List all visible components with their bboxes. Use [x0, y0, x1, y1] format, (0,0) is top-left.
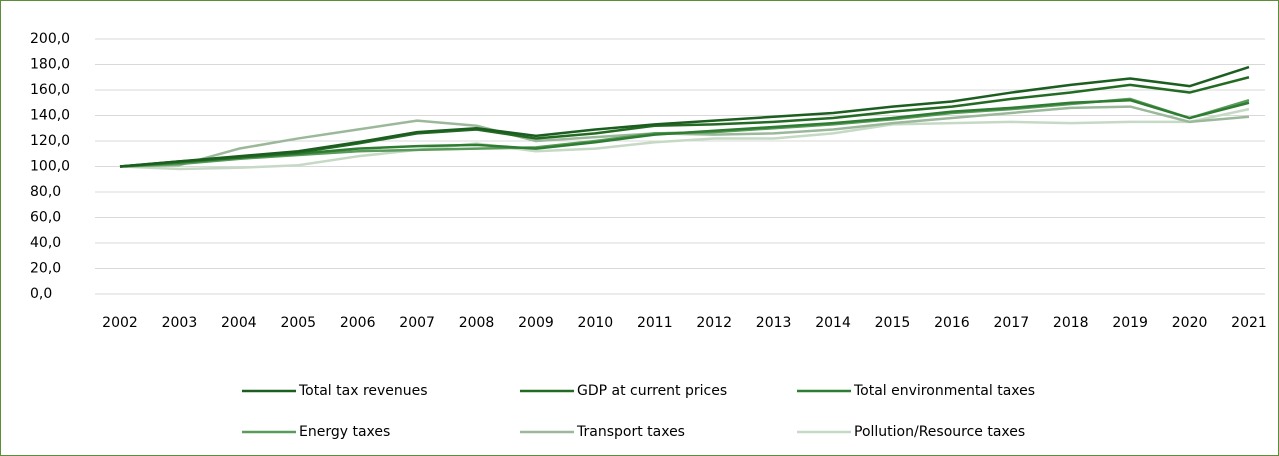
legend-label: Total environmental taxes — [853, 383, 1035, 399]
x-tick-label: 2013 — [756, 315, 792, 331]
y-tick-label: 0,0 — [30, 286, 52, 302]
x-tick-label: 2004 — [221, 315, 257, 331]
x-tick-label: 2017 — [993, 315, 1029, 331]
series-line — [119, 107, 1250, 171]
x-tick-label: 2020 — [1172, 315, 1208, 331]
x-tick-label: 2011 — [637, 315, 673, 331]
y-tick-label: 20,0 — [30, 261, 61, 277]
x-tick-label: 2010 — [578, 315, 614, 331]
x-tick-label: 2018 — [1053, 315, 1089, 331]
legend-label: Transport taxes — [576, 424, 685, 440]
y-tick-label: 120,0 — [30, 133, 70, 149]
y-tick-label: 180,0 — [30, 57, 70, 73]
x-tick-label: 2003 — [162, 315, 198, 331]
y-tick-label: 140,0 — [30, 108, 70, 124]
x-tick-label: 2012 — [696, 315, 732, 331]
legend-label: Energy taxes — [299, 424, 390, 440]
x-tick-label: 2006 — [340, 315, 376, 331]
legend-label: Total tax revenues — [298, 383, 428, 399]
x-tick-label: 2002 — [102, 315, 138, 331]
x-tick-label: 2015 — [875, 315, 911, 331]
y-tick-label: 80,0 — [30, 184, 61, 200]
x-tick-label: 2019 — [1112, 315, 1148, 331]
series-line — [119, 76, 1250, 168]
x-tick-label: 2007 — [399, 315, 435, 331]
x-tick-label: 2005 — [280, 315, 316, 331]
x-tick-label: 2014 — [815, 315, 851, 331]
series-line — [119, 65, 1250, 168]
legend-label: GDP at current prices — [577, 383, 727, 399]
y-tick-label: 60,0 — [30, 210, 61, 226]
x-tick-label: 2009 — [518, 315, 554, 331]
x-tick-label: 2016 — [934, 315, 970, 331]
y-tick-label: 160,0 — [30, 82, 70, 98]
series-line — [119, 105, 1250, 168]
legend-label: Pollution/Resource taxes — [854, 424, 1025, 440]
y-tick-label: 100,0 — [30, 159, 70, 175]
x-tick-label: 2021 — [1231, 315, 1267, 331]
x-tick-label: 2008 — [459, 315, 495, 331]
y-tick-label: 200,0 — [30, 31, 70, 47]
y-tick-label: 40,0 — [30, 235, 61, 251]
series-line — [119, 98, 1250, 168]
